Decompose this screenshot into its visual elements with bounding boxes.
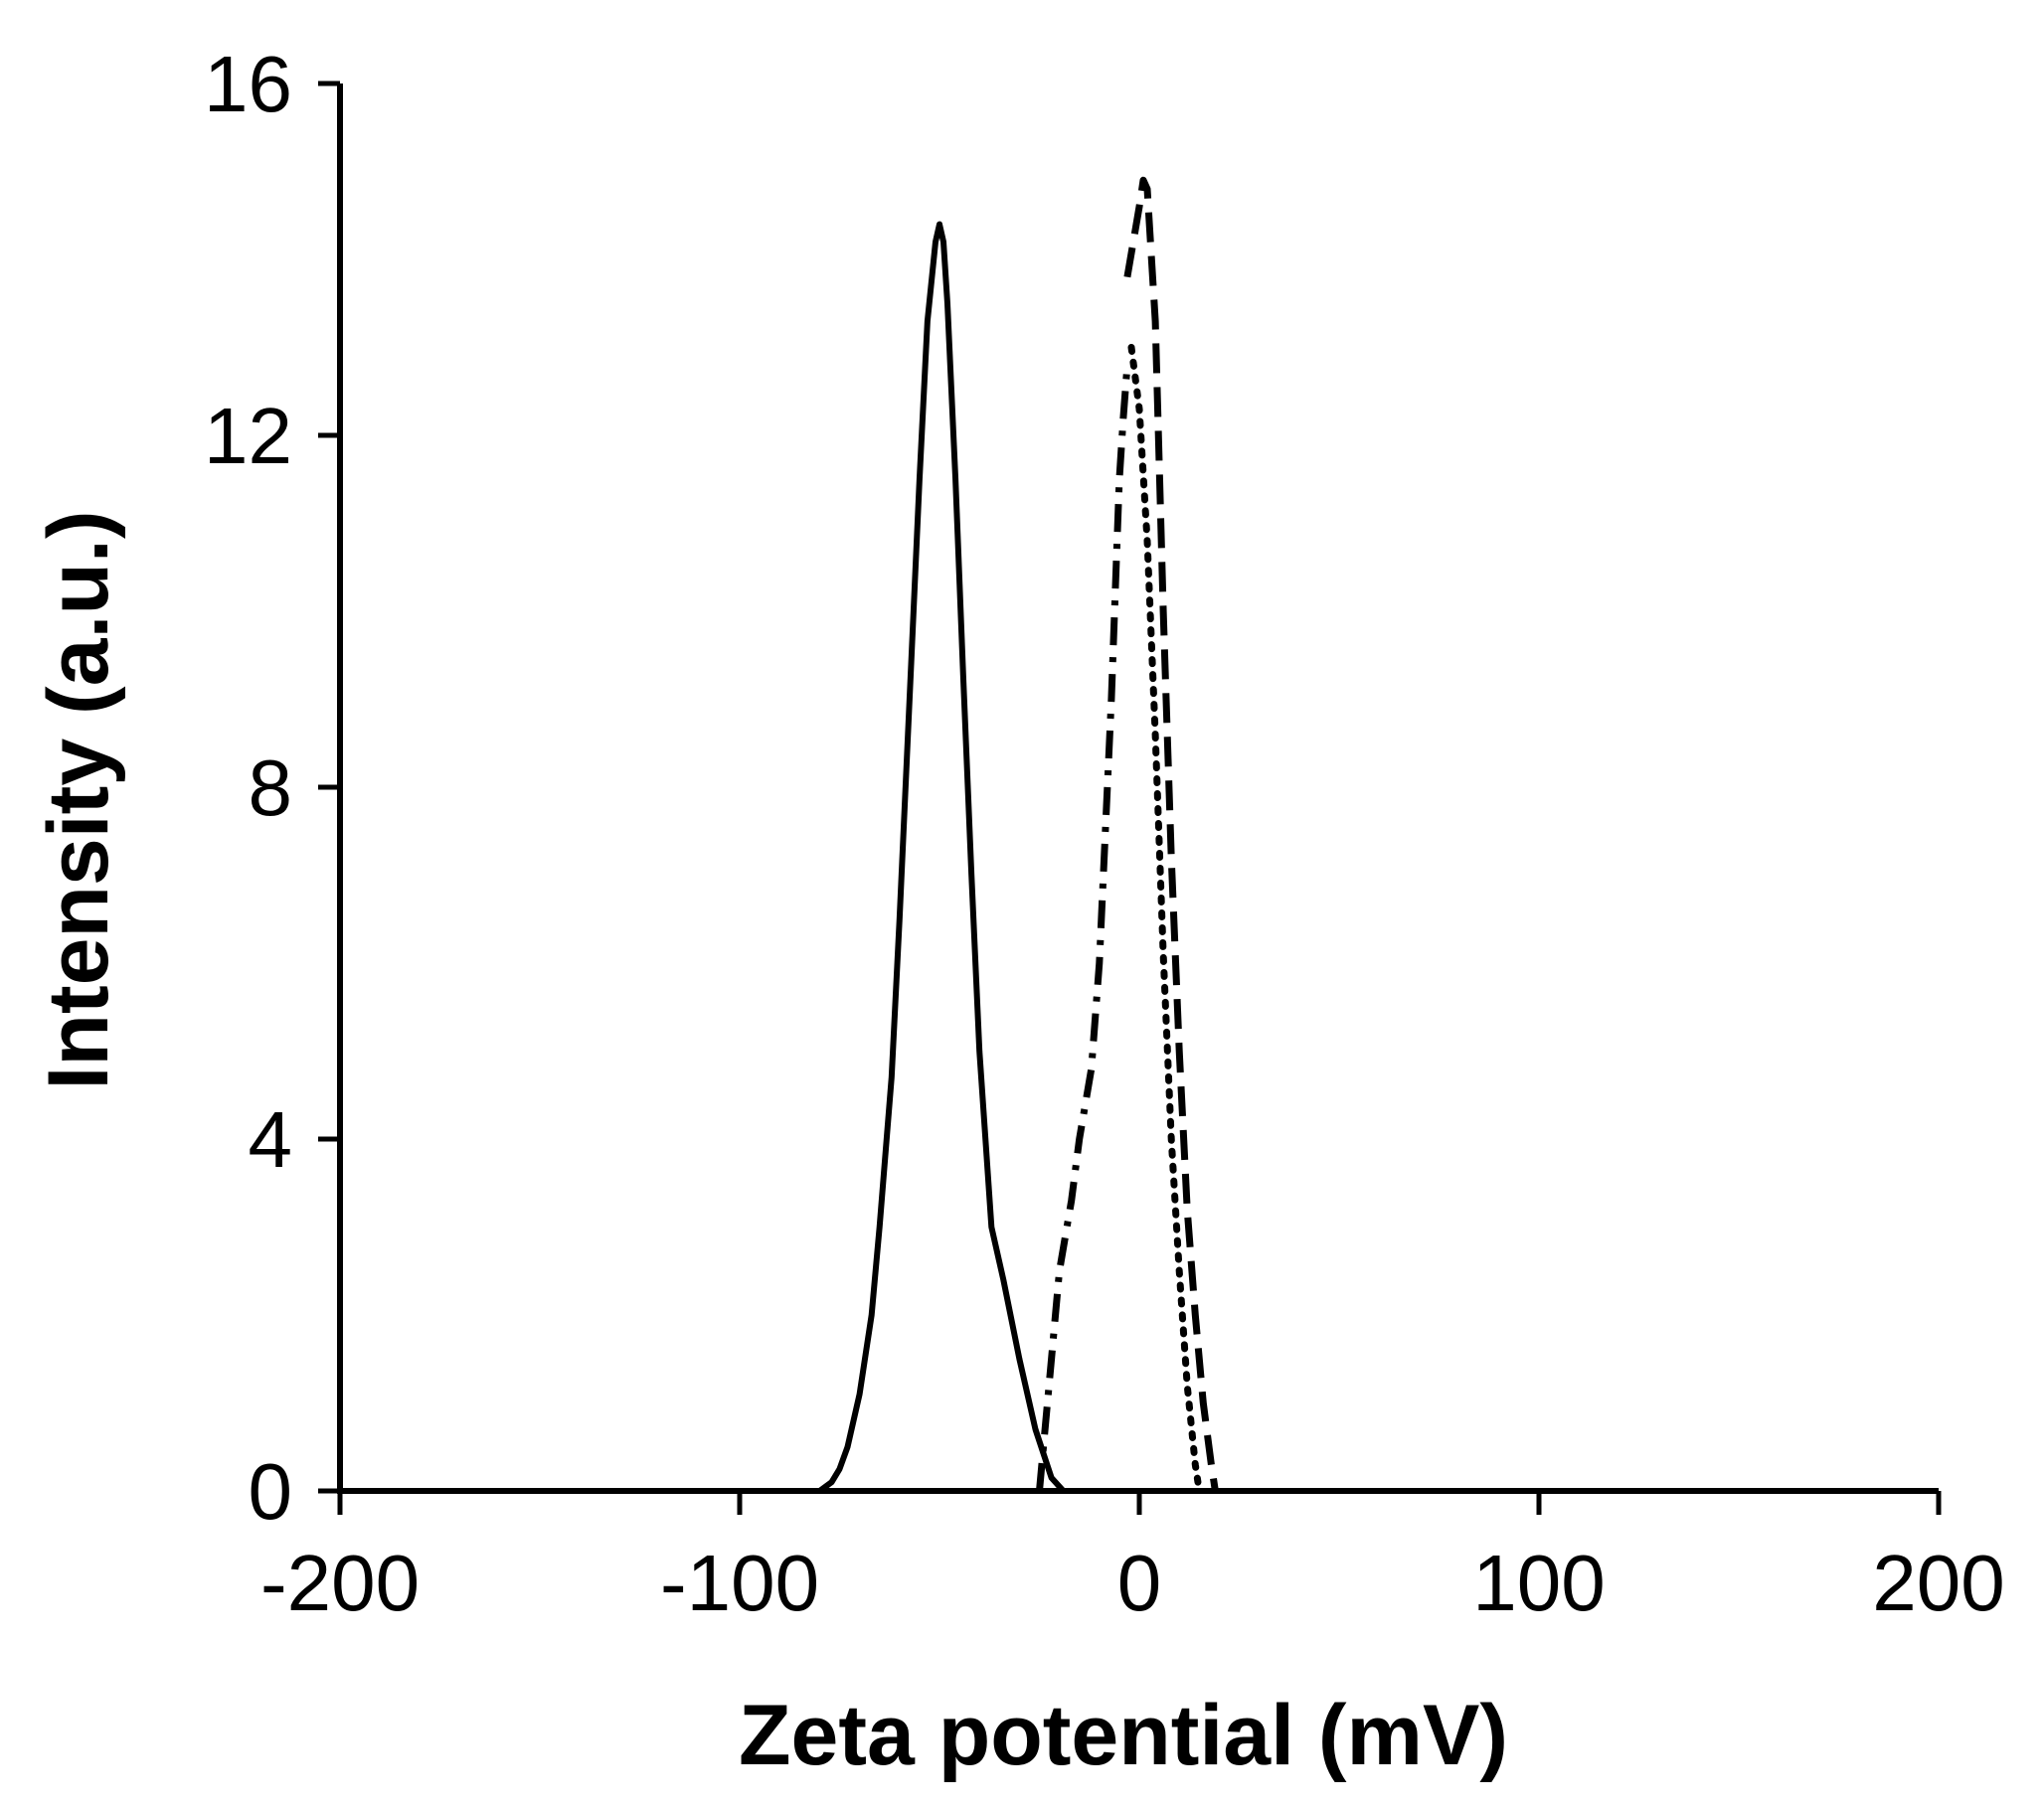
axes <box>337 83 1939 1494</box>
x-tick-label: 100 <box>1472 1539 1605 1627</box>
x-tick-label: 200 <box>1872 1539 2004 1627</box>
x-tick-label: 0 <box>1117 1539 1162 1627</box>
y-axis-title: Intensity (a.u.) <box>31 511 126 1090</box>
y-tick-label: 16 <box>204 40 292 128</box>
y-tick-label: 12 <box>204 392 292 480</box>
series-line-solid <box>340 221 1939 1494</box>
y-tick-label: 8 <box>249 743 293 832</box>
y-tick-label: 4 <box>249 1095 293 1184</box>
series-line-dash-dot <box>1036 364 1131 1492</box>
x-tick-label: -100 <box>660 1539 819 1627</box>
tick-layer: 0 4 8 12 16 -200 -100 0 100 200 <box>204 40 2005 1627</box>
series-line-dotted <box>1127 344 1203 1495</box>
y-tick-label: 0 <box>249 1447 293 1536</box>
series-line-dashed <box>1123 176 1219 1492</box>
x-tick-label: -200 <box>260 1539 420 1627</box>
series-layer <box>340 176 1939 1495</box>
x-axis-title: Zeta potential (mV) <box>739 1688 1508 1783</box>
